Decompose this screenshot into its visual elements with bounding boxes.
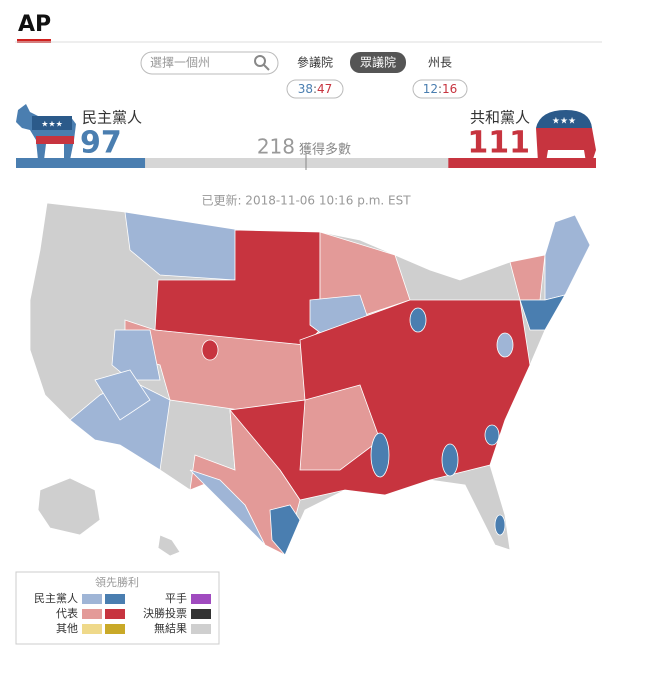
updated: 已更新: 2018-11-06 10:16 p.m. EST [201,193,411,208]
seat-bar [16,154,596,170]
search-icon [254,55,266,67]
majority-label: 獲得多數 [299,142,351,158]
tab[interactable]: 州長 [428,56,452,70]
score-rep: 47 [317,82,332,96]
tab[interactable]: 眾議院 [360,56,396,70]
tab-active-bg [350,52,406,73]
logo[interactable]: AP [18,12,51,37]
score-dem: 38 [298,82,313,96]
dem-bar [16,158,146,168]
legend-label: 民主黨人 [34,591,78,605]
rep-name: 共和黨人 [470,109,530,127]
dem-seats: 97 [80,126,122,161]
score-pill [286,79,344,99]
legend-swatches [82,594,211,634]
donkey-icon: ★★★ [16,104,76,160]
svg-text:★★★: ★★★ [552,117,576,127]
score-rep: 16 [442,82,457,96]
map[interactable] [29,202,591,557]
svg-text:★★★: ★★★ [41,120,63,129]
score: 12:16 [423,82,458,96]
elephant-icon: ★★★ [536,110,596,162]
legend-label: 無結果 [154,621,187,635]
dem-name: 民主黨人 [82,109,142,127]
logo-underline [17,39,51,43]
legend-label: 其他 [56,622,78,635]
search-placeholder: 選擇一個州 [150,55,210,70]
legend-label: 決勝投票 [143,606,187,620]
search-icon [263,64,270,71]
search-box[interactable] [140,51,279,75]
tab[interactable]: 參議院 [297,55,333,70]
rep-seats: 111 [467,126,530,161]
legend-title: 領先勝利 [95,575,139,589]
legend-label: 平手 [165,591,187,605]
rep-bar [448,158,596,168]
majority-value: 218 [257,135,295,159]
legend-label: 代表 [56,606,78,620]
score-pill [412,79,468,99]
score-dem: 12 [423,82,438,96]
score: 38:47 [298,82,333,96]
